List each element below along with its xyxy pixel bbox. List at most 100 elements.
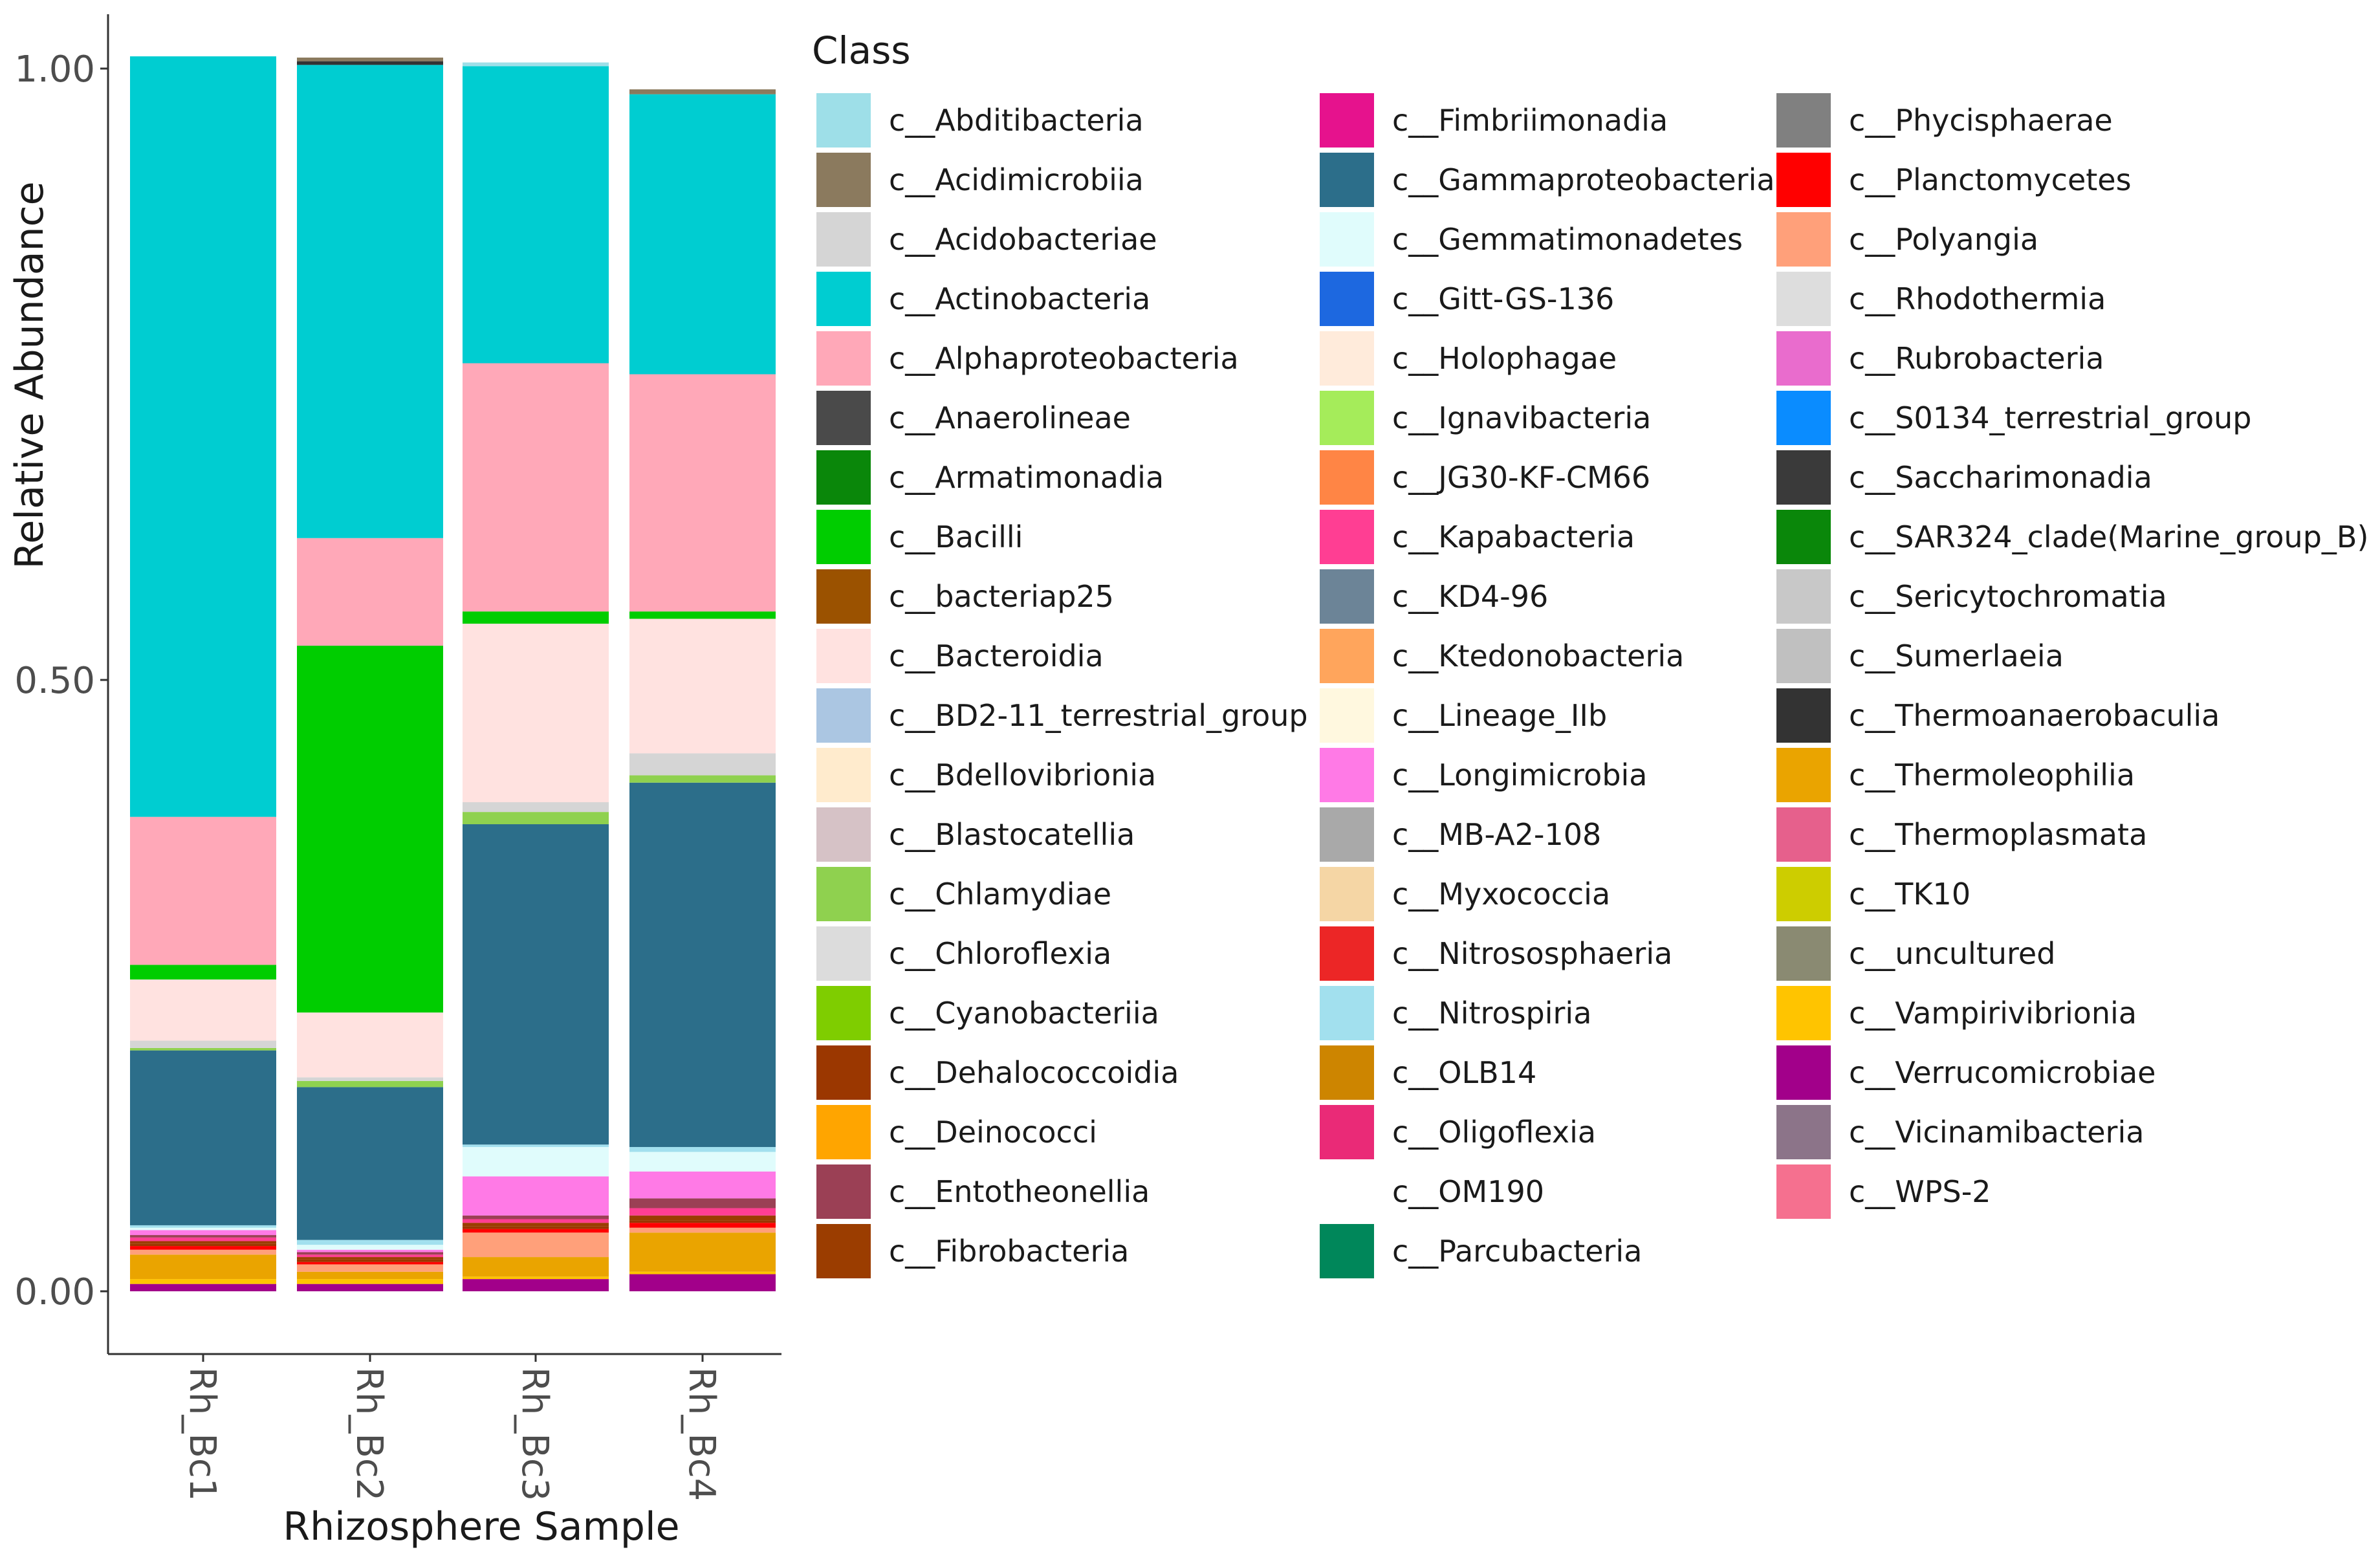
legend-key (816, 1164, 871, 1219)
bar-segment-Rh_Bc4-c__Dehalococcoidia (629, 1220, 776, 1223)
legend-label: c__Bacilli (889, 519, 1023, 554)
bar-segment-Rh_Bc3-c__Entotheonellia (463, 1215, 609, 1219)
legend-label: c__Verrucomicrobiae (1849, 1055, 2156, 1090)
bar-segment-Rh_Bc2-c__Gammaproteobacteria (297, 1087, 443, 1240)
bar-segment-Rh_Bc2-c__Planctomycetes (297, 1262, 443, 1265)
bar-segment-Rh_Bc2-c__Bacteroidia (297, 1012, 443, 1078)
bar-segment-Rh_Bc2-c__Entotheonellia (297, 1252, 443, 1255)
legend-label: c__SAR324_clade(Marine_group_B) (1849, 519, 2368, 554)
legend-title: Class (812, 28, 911, 72)
bar-segment-Rh_Bc3-c__Polyangia (463, 1232, 609, 1258)
legend-key (816, 1224, 871, 1278)
bar-segment-Rh_Bc2-c__Gemmatimonadetes (297, 1245, 443, 1250)
bar-segment-Rh_Bc4-c__Acidimicrobiia (629, 89, 776, 94)
bar-segment-Rh_Bc4-c__Fibrobacteria (629, 1215, 776, 1221)
legend-key (816, 986, 871, 1040)
legend-label: c__Ktedonobacteria (1392, 639, 1684, 673)
legend-key (816, 629, 871, 683)
bar-segment-Rh_Bc3-c__Longimicrobia (463, 1176, 609, 1216)
bar-segment-Rh_Bc1-c__Vampirivibrionia (130, 1279, 276, 1284)
x-tick-label: Rh_Bc1 (181, 1367, 223, 1501)
x-axis-title: Rhizosphere Sample (283, 1504, 679, 1549)
legend-key (1776, 272, 1831, 326)
legend-label: c__BD2-11_terrestrial_group (889, 698, 1308, 733)
legend-key (1320, 1105, 1374, 1159)
legend-label: c__Polyangia (1849, 222, 2038, 257)
legend-key (1320, 867, 1374, 921)
bar-segment-Rh_Bc4-c__Bacilli (629, 611, 776, 619)
y-tick-label: 1.00 (14, 49, 95, 91)
legend-key (1776, 688, 1831, 743)
y-ticks: 0.00 0.50 1.00 (14, 49, 108, 1313)
legend-label: c__Fimbriimonadia (1392, 103, 1668, 138)
bar-segment-Rh_Bc4-c__Kapabacteria (629, 1208, 776, 1216)
bar-segment-Rh_Bc4-c__Entotheonellia (629, 1198, 776, 1208)
legend-label: c__Nitrososphaeria (1392, 936, 1672, 971)
bar-segment-Rh_Bc2-c__Acidobacteriae (297, 1077, 443, 1081)
bar-segment-Rh_Bc4-c__Gammaproteobacteria (629, 782, 776, 1147)
legend: Class c__Abditibacteria c__Acidimicrobiia… (812, 28, 2368, 1278)
bar-segment-Rh_Bc3-c__Abditibacteria (463, 62, 609, 67)
legend-label: c__Chlamydiae (889, 877, 1111, 912)
legend-label: c__Bdellovibrionia (889, 758, 1156, 792)
bar-segment-Rh_Bc1-c__Dehalococcoidia (130, 1243, 276, 1247)
bar-segment-Rh_Bc3-c__Thermoleophilia (463, 1257, 609, 1277)
legend-label: c__Blastocatellia (889, 817, 1135, 852)
legend-key (1320, 272, 1374, 326)
legend-label: c__Thermoanaerobaculia (1849, 698, 2220, 733)
bar-segment-Rh_Bc1-c__Chlamydiae (130, 1047, 276, 1051)
bar-segment-Rh_Bc1-c__Entotheonellia (130, 1235, 276, 1238)
legend-label: c__Lineage_IIb (1392, 698, 1607, 733)
legend-key (1776, 1045, 1831, 1100)
bar-segment-Rh_Bc2-c__Fibrobacteria (297, 1257, 443, 1260)
legend-key (1776, 629, 1831, 683)
bar-segment-Rh_Bc1-c__Actinobacteria (130, 56, 276, 817)
legend-key (1320, 212, 1374, 267)
bar-segment-Rh_Bc3-c__Planctomycetes (463, 1229, 609, 1233)
legend-key (1320, 629, 1374, 683)
legend-key (1320, 1045, 1374, 1100)
legend-label: c__TK10 (1849, 877, 1971, 912)
legend-key (1776, 986, 1831, 1040)
legend-key (1776, 1105, 1831, 1159)
legend-key (1320, 510, 1374, 564)
legend-label: c__Thermoleophilia (1849, 758, 2135, 792)
legend-key (1320, 688, 1374, 743)
bar-segment-Rh_Bc2-c__Nitrospiria (297, 1240, 443, 1245)
legend-key (1776, 510, 1831, 564)
legend-label: c__Kapabacteria (1392, 519, 1635, 554)
bar-segment-Rh_Bc3-c__Gammaproteobacteria (463, 824, 609, 1145)
legend-key (1320, 450, 1374, 505)
x-tick-label: Rh_Bc2 (348, 1367, 390, 1501)
legend-label: c__Vicinamibacteria (1849, 1115, 2144, 1150)
legend-label: c__MB-A2-108 (1392, 817, 1601, 852)
bar-segment-Rh_Bc3-c__Bacilli (463, 611, 609, 624)
legend-label: c__Rubrobacteria (1849, 341, 2104, 376)
bar-segment-Rh_Bc2-c__Chlamydiae (297, 1080, 443, 1088)
legend-label: c__Myxococcia (1392, 877, 1610, 912)
bar-segment-Rh_Bc4-c__Thermoleophilia (629, 1232, 776, 1272)
legend-key (816, 272, 871, 326)
bar-segment-Rh_Bc4-c__Chlamydiae (629, 775, 776, 783)
x-tick-label: Rh_Bc3 (514, 1367, 556, 1501)
y-tick-label: 0.00 (14, 1271, 95, 1313)
legend-key (1776, 331, 1831, 386)
legend-key (816, 510, 871, 564)
legend-label: c__Ignavibacteria (1392, 400, 1651, 435)
y-axis-title: Relative Abundance (7, 181, 52, 569)
legend-key (1776, 391, 1831, 445)
legend-label: c__Oligoflexia (1392, 1115, 1596, 1150)
bar-segment-Rh_Bc2-c__Thermoanaerobaculia (297, 61, 443, 65)
legend-label: c__Alphaproteobacteria (889, 341, 1239, 376)
bar-segment-Rh_Bc2-c__Bacilli (297, 646, 443, 1013)
legend-key (1776, 748, 1831, 802)
bar-segment-Rh_Bc1-c__Nitrospiria (130, 1225, 276, 1228)
legend-key (1320, 1224, 1374, 1278)
bar-segment-Rh_Bc4-c__Bacteroidia (629, 618, 776, 754)
legend-key (816, 153, 871, 207)
bar-segment-Rh_Bc3-c__Chlamydiae (463, 812, 609, 825)
legend-key (1320, 748, 1374, 802)
legend-label: c__Longimicrobia (1392, 758, 1647, 792)
legend-label: c__Chloroflexia (889, 936, 1111, 971)
y-tick-label: 0.50 (14, 660, 95, 702)
